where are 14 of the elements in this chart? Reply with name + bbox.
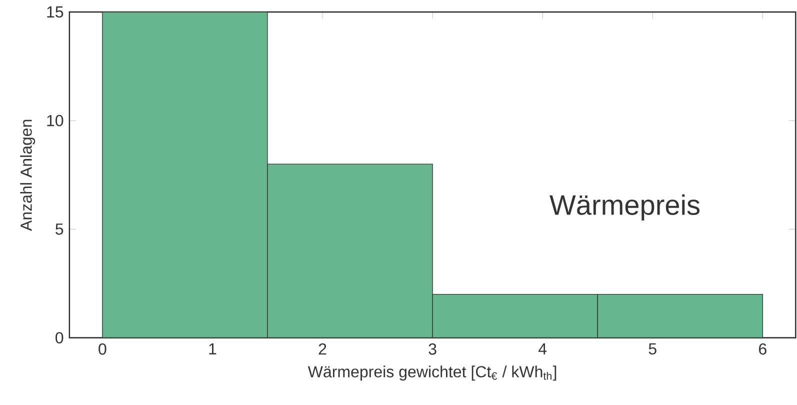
x-tick-label: 5 — [648, 344, 656, 355]
y-tick-label: 15 — [47, 6, 64, 18]
x-axis-title: Wärmepreis gewichtet [Ct$_{€}$ / kWh$_{th}$] — [308, 366, 556, 381]
x-tick-label: 1 — [209, 344, 216, 355]
y-tick-label: 10 — [47, 115, 64, 127]
x-tick-label: 4 — [538, 344, 547, 355]
x-tick-label: 6 — [759, 344, 766, 355]
y-axis-title: Anzahl Anlagen — [20, 120, 36, 232]
y-tick-label: 5 — [56, 224, 64, 236]
x-tick-label: 3 — [428, 344, 436, 355]
annotation: Wärmepreis — [550, 194, 700, 221]
y-tick-label: 0 — [56, 332, 64, 344]
x-tick-label: 0 — [98, 344, 106, 355]
x-tick-label: 2 — [318, 344, 326, 355]
